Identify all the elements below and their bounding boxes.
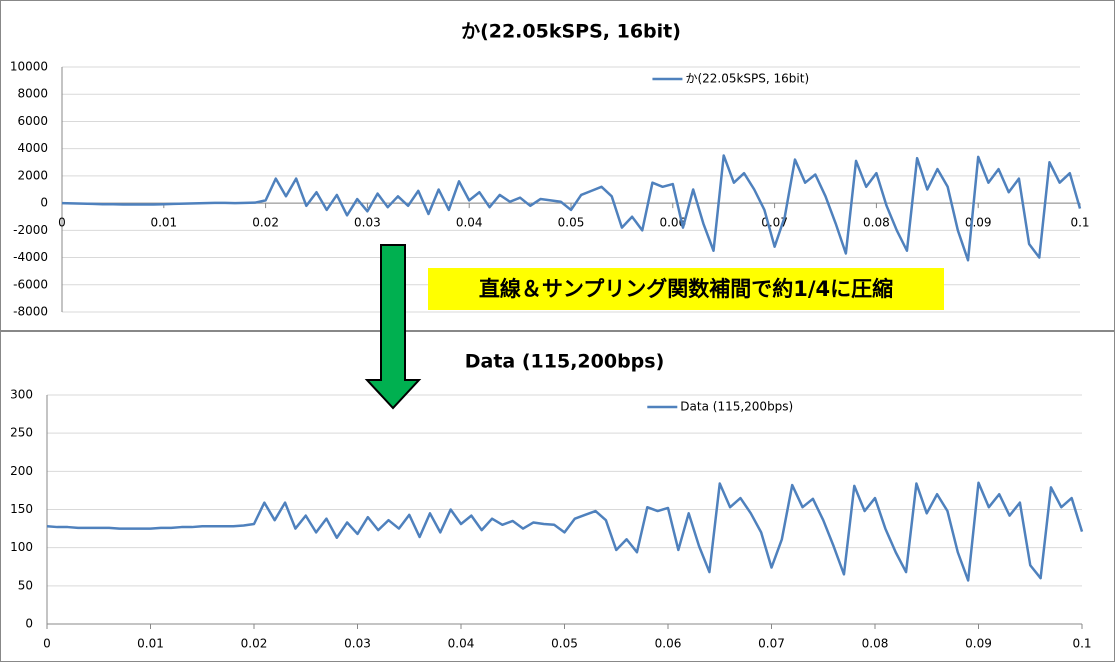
- y-tick-label: 8000: [17, 87, 48, 101]
- x-tick-label: 0.09: [965, 637, 992, 651]
- x-tick-label: 0.03: [344, 637, 371, 651]
- y-tick-label: 10000: [10, 60, 48, 74]
- x-tick-label: 0.01: [150, 216, 177, 230]
- plots: か(22.05kSPS, 16bit) -8000 -6000 -4000 -2000 0…: [10, 21, 1092, 651]
- annotation: 直線＆サンプリング関数補間で約1/4に圧縮: [479, 277, 893, 301]
- y-tick-label: 0: [40, 196, 48, 210]
- x-tick-label: 0.04: [456, 216, 483, 230]
- y-tick-label: 0: [25, 617, 33, 631]
- y-tick-label: 300: [10, 388, 33, 402]
- arrow: [364, 244, 422, 410]
- y-tick-label: -4000: [13, 250, 48, 264]
- y-tick-label: 150: [10, 502, 33, 516]
- x-tick-label: 0.08: [862, 637, 889, 651]
- bottom-panel: [0, 331, 1115, 662]
- x-tick-label: 0.03: [354, 216, 381, 230]
- x-tick-label: 0.02: [241, 637, 268, 651]
- annotation-box: [428, 268, 944, 310]
- series-line: [46, 481, 1084, 582]
- legend-label: Data (115,200bps): [680, 400, 793, 414]
- legend-label: か(22.05kSPS, 16bit): [685, 72, 809, 86]
- y-tick-label: 200: [10, 464, 33, 478]
- chart-title: か(22.05kSPS, 16bit): [461, 21, 681, 43]
- x-tick-label: 0.08: [863, 216, 890, 230]
- x-tick-label: 0.01: [137, 637, 164, 651]
- y-tick-label: 100: [10, 540, 33, 554]
- y-tick-label: 50: [18, 578, 33, 592]
- x-tick-label: 0.05: [551, 637, 578, 651]
- chart-title: Data (115,200bps): [465, 351, 665, 373]
- x-tick-label: 0.1: [1070, 216, 1089, 230]
- x-tick-label: 0.06: [655, 637, 682, 651]
- y-tick-label: -8000: [13, 305, 48, 319]
- x-tick-label: 0.02: [252, 216, 279, 230]
- x-tick-label: 0.09: [965, 216, 992, 230]
- y-tick-label: 2000: [17, 168, 48, 182]
- x-tick-label: 0.05: [558, 216, 585, 230]
- x-tick-label: 0: [43, 637, 51, 651]
- x-tick-label: 0.04: [448, 637, 475, 651]
- y-tick-label: 6000: [17, 114, 48, 128]
- y-tick-label: 4000: [17, 141, 48, 155]
- series-line: [61, 154, 1082, 262]
- y-tick-label: 250: [10, 426, 33, 440]
- y-tick-label: -2000: [13, 223, 48, 237]
- x-tick-label: 0.06: [659, 216, 686, 230]
- x-tick-label: 0: [58, 216, 66, 230]
- x-tick-label: 0.07: [758, 637, 785, 651]
- x-tick-label: 0.1: [1072, 637, 1091, 651]
- y-tick-label: -6000: [13, 277, 48, 291]
